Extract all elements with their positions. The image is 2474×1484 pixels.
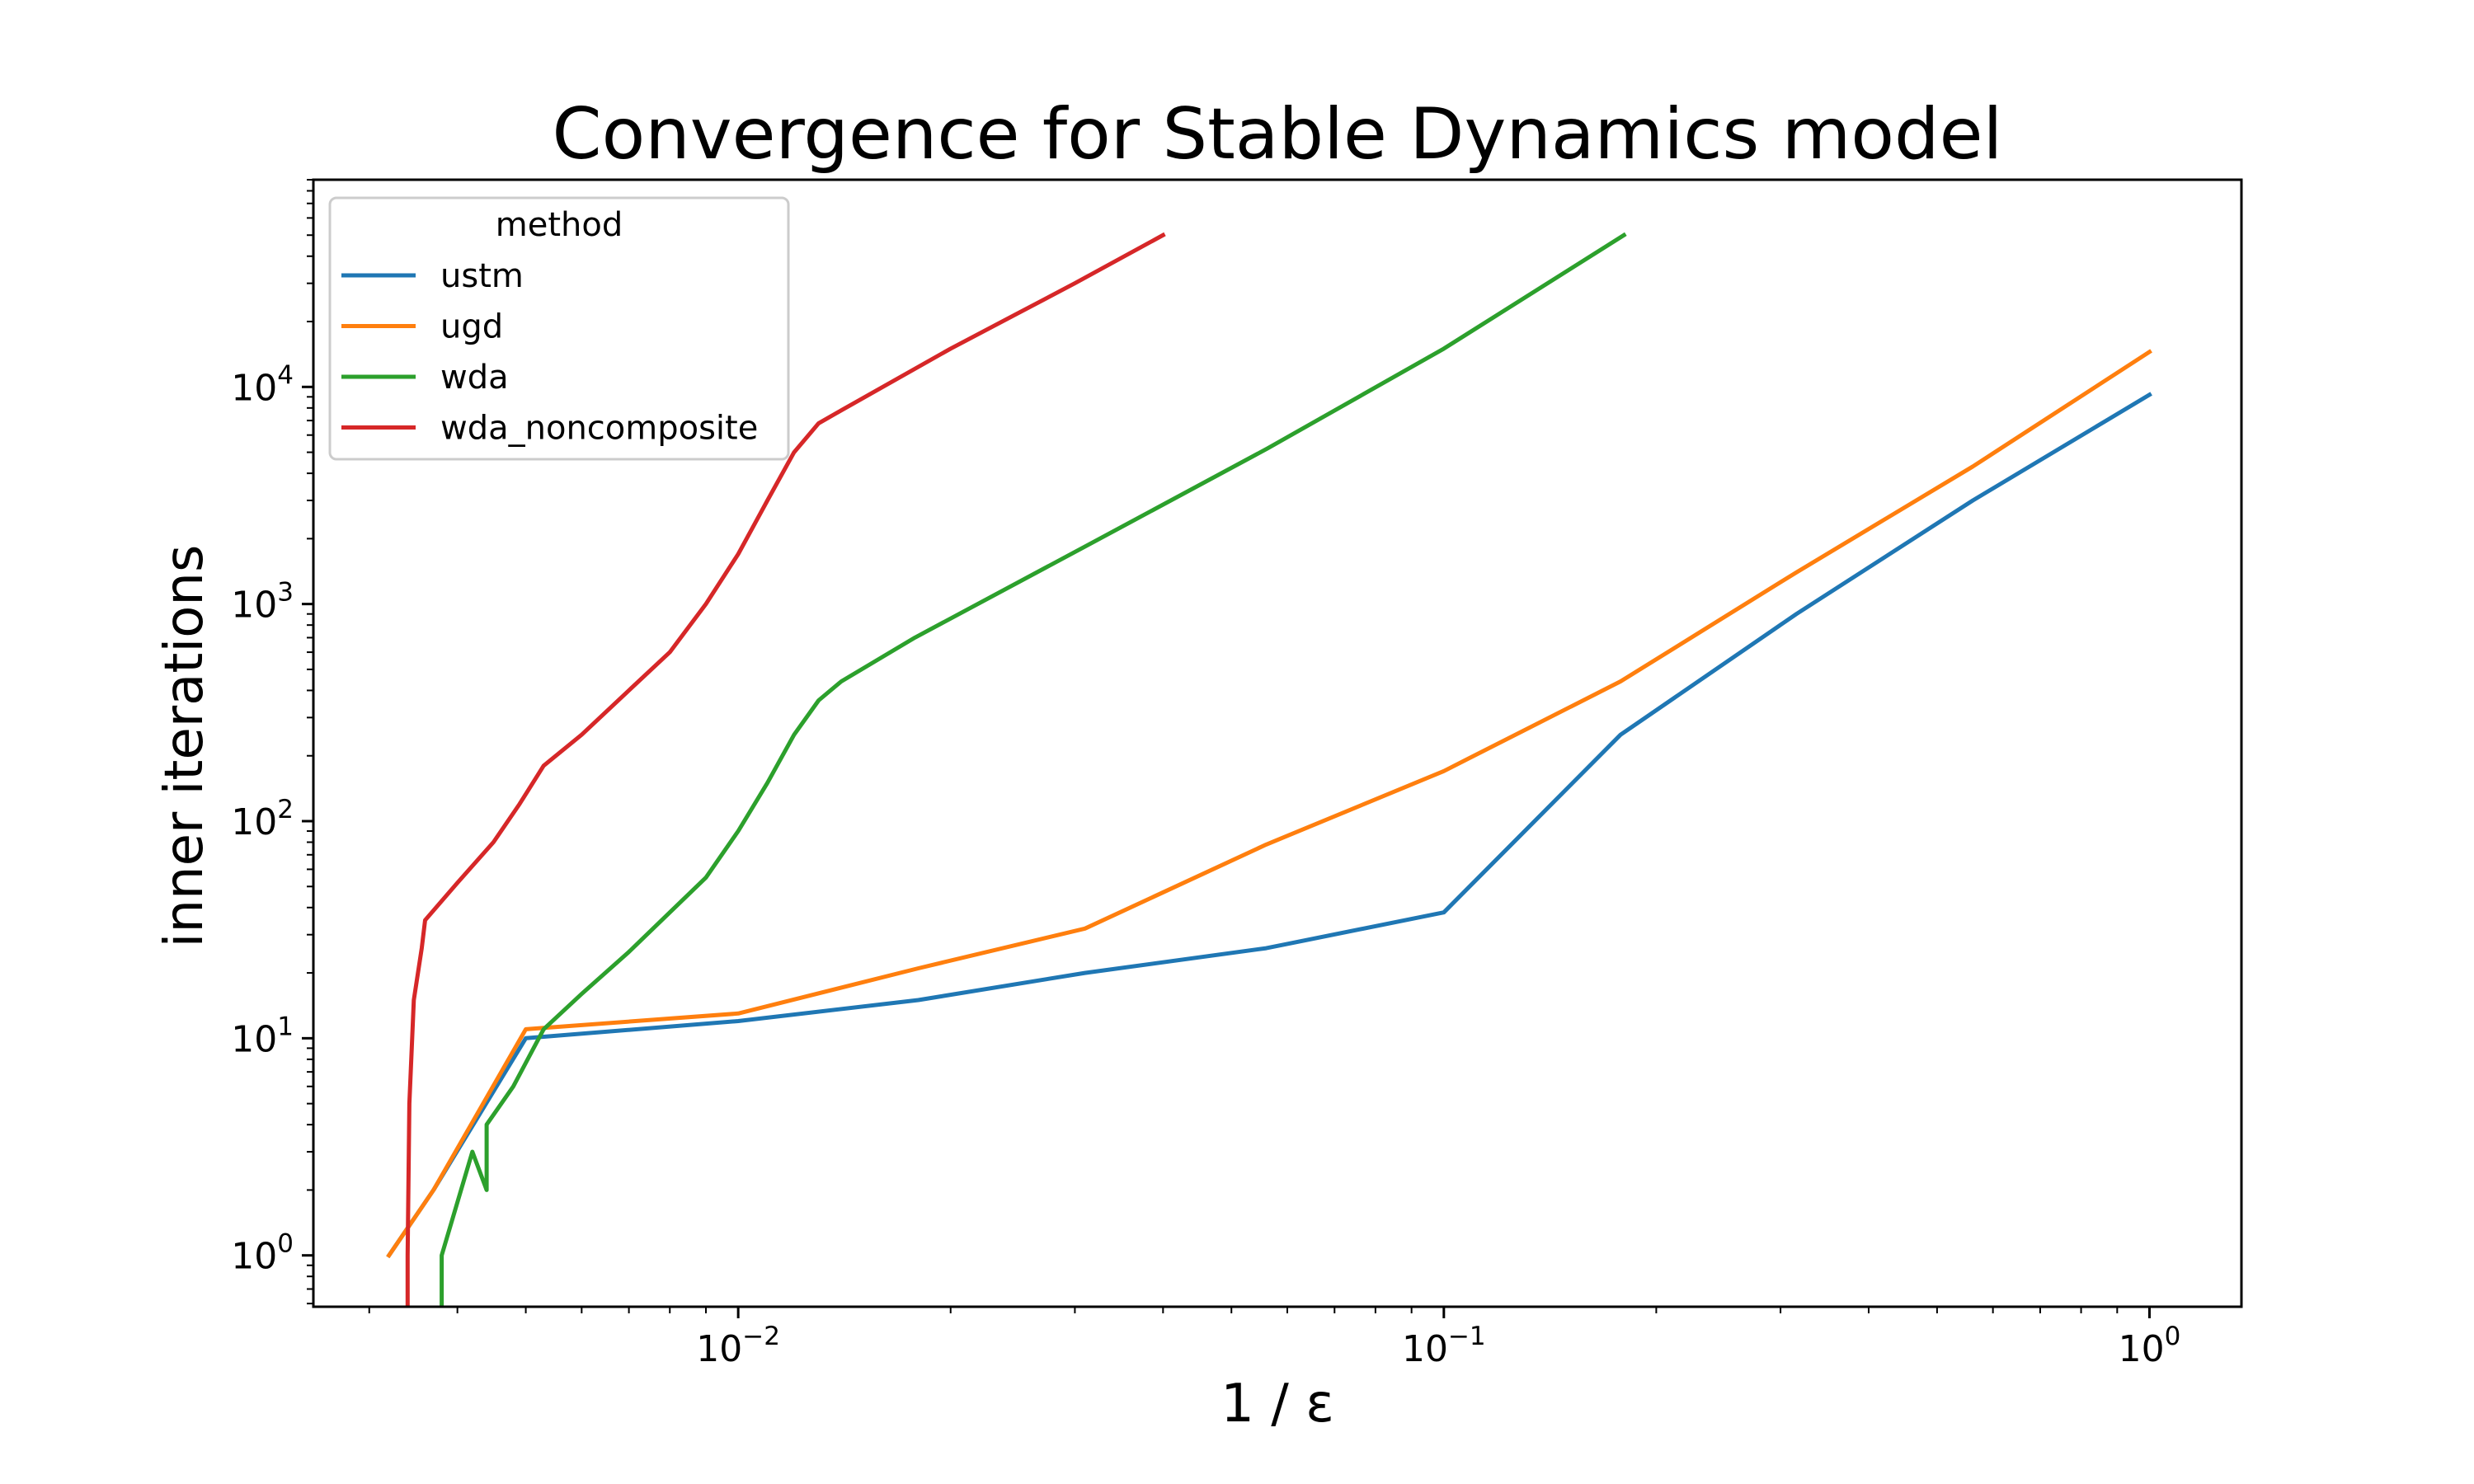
chart-title: Convergence for Stable Dynamics model [553, 93, 2003, 176]
axis-ticks [302, 179, 2151, 1318]
x-tick-label: 100 [2119, 1322, 2181, 1370]
plot-area-frame [312, 178, 2243, 1308]
y-tick-label: 103 [231, 578, 294, 627]
y-tick-label-exponent: 1 [277, 1012, 294, 1041]
legend-label-ugd: ugd [440, 308, 503, 346]
y-tick-label-base: 10 [231, 1236, 277, 1278]
y-tick-label-base: 10 [231, 585, 277, 627]
legend-label-wda: wda [440, 359, 509, 397]
series-line-ugd [386, 349, 2152, 1259]
x-tick-label-exponent: −2 [742, 1322, 780, 1351]
y-axis-label: inner iterations [154, 545, 215, 948]
y-tick-label-exponent: 4 [277, 360, 294, 390]
legend-box [328, 196, 790, 461]
y-tick-label-exponent: 3 [277, 578, 294, 608]
x-axis-label: 1 / ε [1221, 1374, 1334, 1435]
legend-label-wda-noncomposite: wda_noncomposite [440, 410, 758, 448]
x-tick-label-base: 10 [2119, 1328, 2165, 1370]
x-tick-label-base: 10 [696, 1328, 742, 1370]
y-tick-label-exponent: 0 [277, 1229, 294, 1259]
series-layer [386, 232, 2152, 1307]
y-tick-label: 100 [231, 1229, 294, 1278]
y-tick-label-base: 10 [231, 801, 277, 843]
legend: method ustm ugd wda wda_noncomposite [328, 196, 790, 461]
x-tick-label: 10−1 [1402, 1322, 1486, 1370]
x-tick-label: 10−2 [696, 1322, 780, 1370]
x-tick-label-base: 10 [1402, 1328, 1448, 1370]
series-line-ustm [386, 392, 2152, 1259]
y-tick-label: 101 [231, 1012, 294, 1060]
y-tick-label-exponent: 2 [277, 795, 294, 824]
legend-label-ustm: ustm [440, 257, 524, 295]
x-tick-label-exponent: −1 [1448, 1322, 1486, 1351]
legend-entries: ustm ugd wda wda_noncomposite [341, 257, 758, 448]
y-tick-label-base: 10 [231, 367, 277, 409]
x-tick-label-exponent: 0 [2165, 1322, 2181, 1351]
series-line-wda [440, 232, 1627, 1307]
y-tick-label: 104 [231, 360, 294, 409]
series-line-wda-noncomposite [405, 232, 1166, 1307]
x-tick-labels: 10−2 10−1 100 [696, 1322, 2180, 1370]
legend-title: method [496, 206, 623, 244]
y-tick-label: 102 [231, 795, 294, 843]
y-tick-label-base: 10 [231, 1018, 277, 1060]
